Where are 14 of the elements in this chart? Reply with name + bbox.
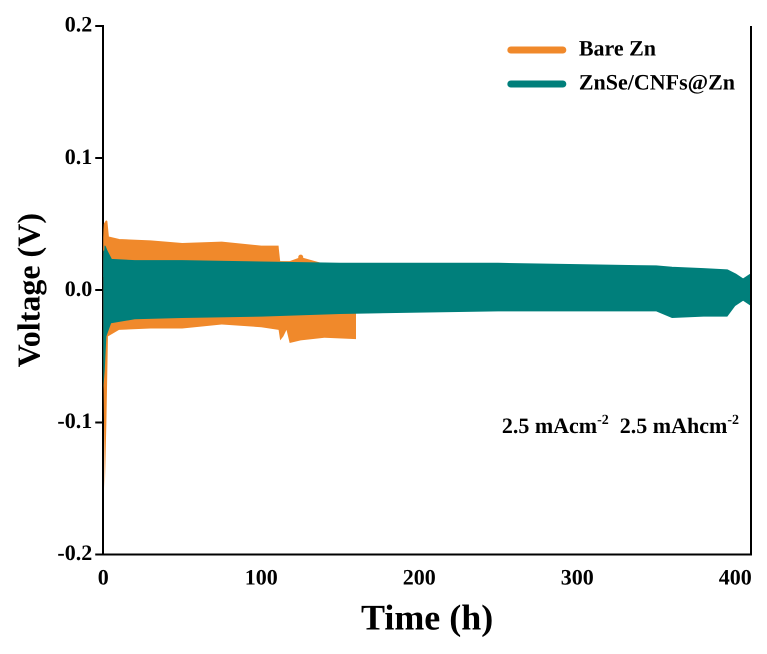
- x-tick-label: 0: [98, 564, 109, 590]
- x-tick-label: 400: [718, 564, 752, 590]
- legend-label: Bare Zn: [578, 36, 656, 61]
- x-axis-title: Time (h): [360, 598, 494, 638]
- x-tick-label: 200: [402, 564, 436, 590]
- y-tick-label: -0.2: [57, 540, 92, 566]
- y-tick-label: 0.1: [64, 144, 92, 169]
- x-tick-label: 300: [560, 564, 594, 590]
- y-axis-title: Voltage (V): [10, 213, 48, 368]
- y-tick-label: 0.0: [64, 276, 92, 301]
- y-tick-label: 0.2: [64, 12, 92, 37]
- y-tick-label: -0.1: [57, 408, 92, 433]
- legend-label: ZnSe/CNFs@Zn: [578, 70, 735, 95]
- x-tick-label: 100: [244, 564, 278, 590]
